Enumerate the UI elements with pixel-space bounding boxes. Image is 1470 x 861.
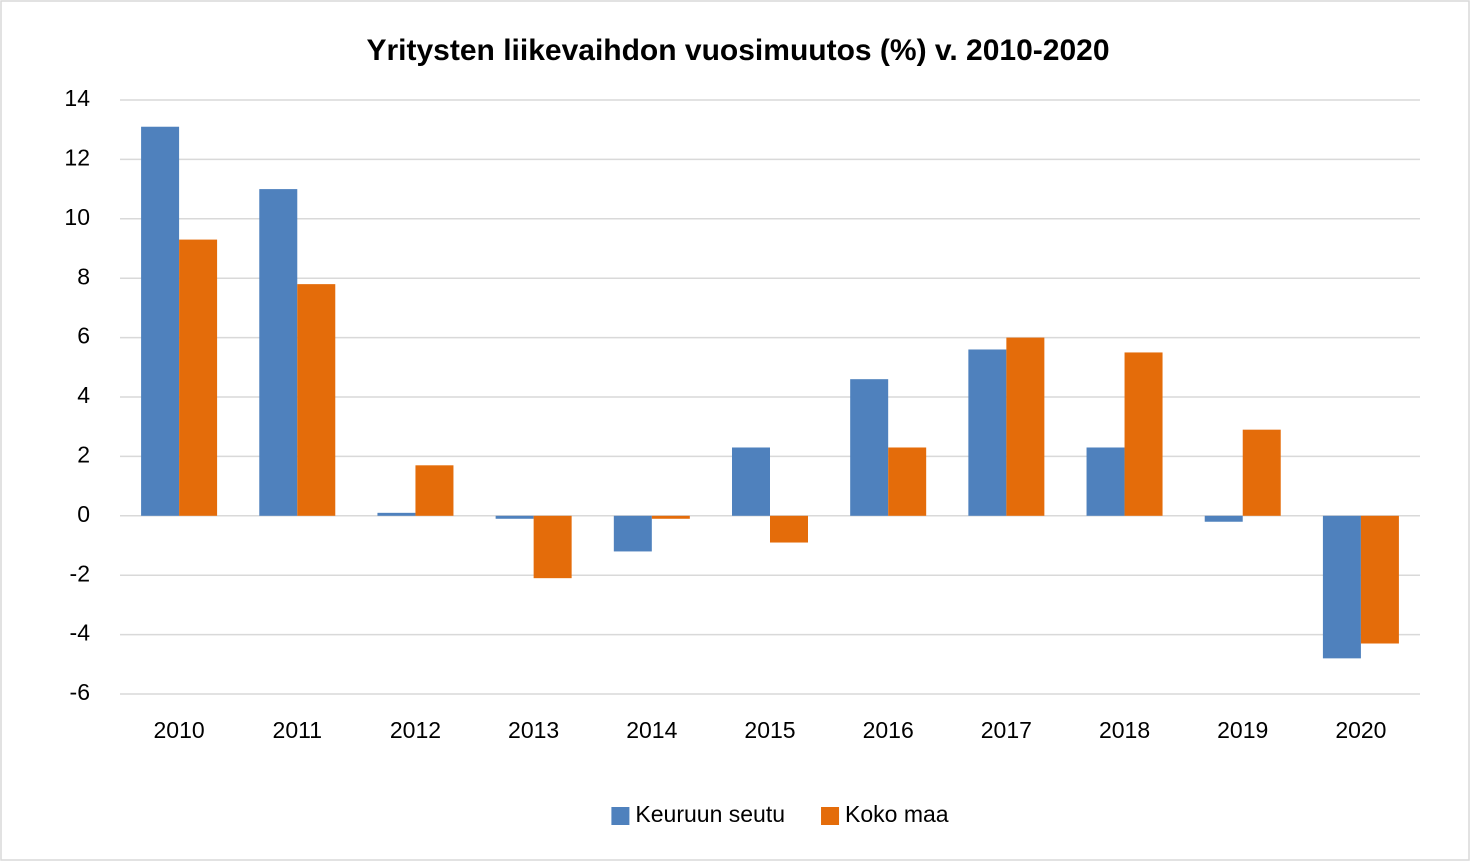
- bar: [1242, 429, 1281, 516]
- bar: [179, 239, 218, 516]
- legend-swatch: [821, 807, 840, 825]
- x-tick-label: 2013: [508, 717, 559, 743]
- bar: [968, 349, 1007, 516]
- bar: [1322, 515, 1361, 659]
- bar: [1204, 515, 1243, 522]
- y-tick-label: 2: [77, 441, 90, 467]
- y-tick-label: 8: [77, 263, 90, 289]
- y-tick-label: -6: [70, 679, 90, 705]
- x-tick-label: 2011: [273, 717, 322, 743]
- bar: [888, 447, 927, 516]
- legend-swatch: [611, 807, 630, 825]
- bar: [1086, 447, 1125, 516]
- x-tick-label: 2016: [863, 717, 914, 743]
- chart-title: Yritysten liikevaihdon vuosimuutos (%) v…: [366, 34, 1109, 67]
- y-tick-label: 10: [64, 204, 90, 230]
- y-tick-label: 0: [77, 501, 90, 527]
- y-tick-label: 4: [77, 382, 90, 408]
- x-tick-label: 2017: [981, 717, 1032, 743]
- bar: [651, 515, 690, 519]
- legend-label: Koko maa: [845, 801, 949, 827]
- bar: [141, 126, 180, 516]
- bar: [1124, 352, 1163, 516]
- y-tick-label: 12: [64, 144, 90, 170]
- x-tick-label: 2015: [744, 717, 795, 743]
- x-tick-label: 2010: [154, 717, 205, 743]
- x-tick-label: 2018: [1099, 717, 1150, 743]
- legend-label: Keuruun seutu: [635, 801, 785, 827]
- x-tick-label: 2012: [390, 717, 441, 743]
- bar: [533, 515, 572, 579]
- bar: [732, 447, 770, 516]
- y-tick-label: 14: [64, 85, 90, 111]
- bar: [770, 515, 808, 543]
- bar: [495, 515, 534, 519]
- x-tick-label: 2020: [1335, 717, 1386, 743]
- y-tick-label: 6: [77, 323, 90, 349]
- bar: [259, 189, 298, 516]
- bar: [850, 379, 889, 516]
- bar: [415, 465, 454, 516]
- bar: [1360, 515, 1399, 644]
- bar: [1006, 337, 1045, 516]
- bar: [613, 515, 652, 552]
- x-tick-label: 2014: [626, 717, 677, 743]
- bar: [297, 284, 336, 516]
- bar: [377, 512, 416, 516]
- y-tick-label: -2: [70, 560, 90, 586]
- x-tick-label: 2019: [1217, 717, 1268, 743]
- y-tick-label: -4: [70, 620, 91, 646]
